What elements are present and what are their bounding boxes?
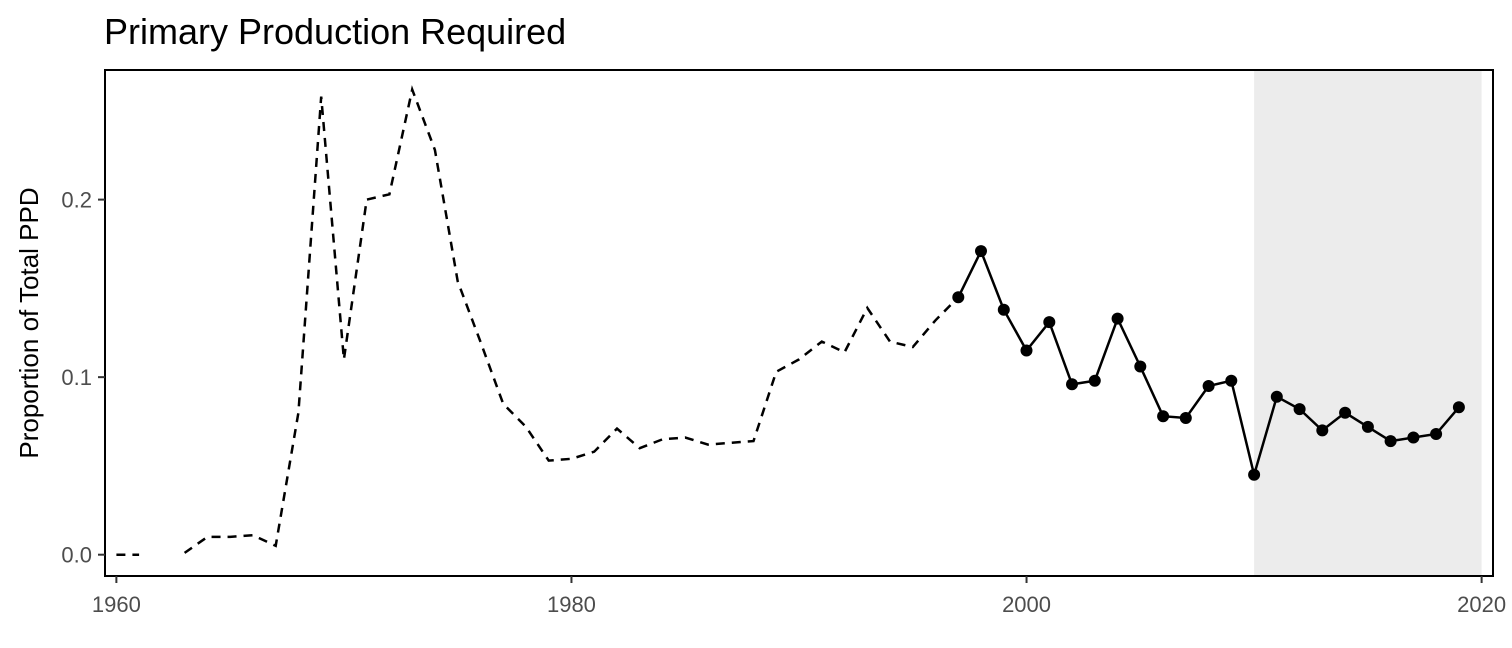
data-point [1020, 344, 1033, 357]
dashed-series-line-segment-2 [183, 85, 960, 554]
data-point [1452, 401, 1465, 414]
data-point [1248, 468, 1261, 481]
series-layer [116, 85, 1465, 556]
x-tick-label: 2000 [1002, 592, 1051, 617]
data-point [1225, 374, 1238, 387]
data-point [1316, 424, 1329, 437]
data-point [975, 245, 987, 258]
data-point [1179, 412, 1192, 424]
data-point [1111, 312, 1124, 325]
data-point [1157, 410, 1170, 423]
data-point [1202, 380, 1215, 392]
data-point [1339, 406, 1352, 419]
data-point [1407, 431, 1420, 444]
x-tick-label: 2020 [1457, 592, 1506, 617]
data-point [1066, 378, 1078, 391]
data-point [1361, 420, 1374, 433]
data-point [1384, 435, 1397, 448]
plot-panel-border [104, 69, 1494, 577]
data-point [1043, 316, 1056, 329]
data-point [1134, 360, 1147, 373]
data-point [1270, 390, 1283, 403]
data-point [997, 303, 1010, 316]
axes-layer: 1960 1980 2000 2020 0.0 0.1 0.2 [61, 188, 1506, 617]
chart-title: Primary Production Required [104, 11, 566, 52]
data-point [952, 291, 965, 304]
shaded-region [1254, 70, 1482, 576]
data-point [1088, 374, 1101, 387]
y-tick-label: 0.0 [61, 543, 92, 568]
y-tick-label: 0.2 [61, 188, 92, 213]
data-point [1430, 428, 1443, 440]
x-tick-label: 1980 [547, 592, 596, 617]
y-tick-label: 0.1 [61, 365, 92, 390]
x-tick-label: 1960 [92, 592, 141, 617]
y-axis-label: Proportion of Total PPD [14, 187, 44, 458]
data-point [1293, 403, 1306, 416]
